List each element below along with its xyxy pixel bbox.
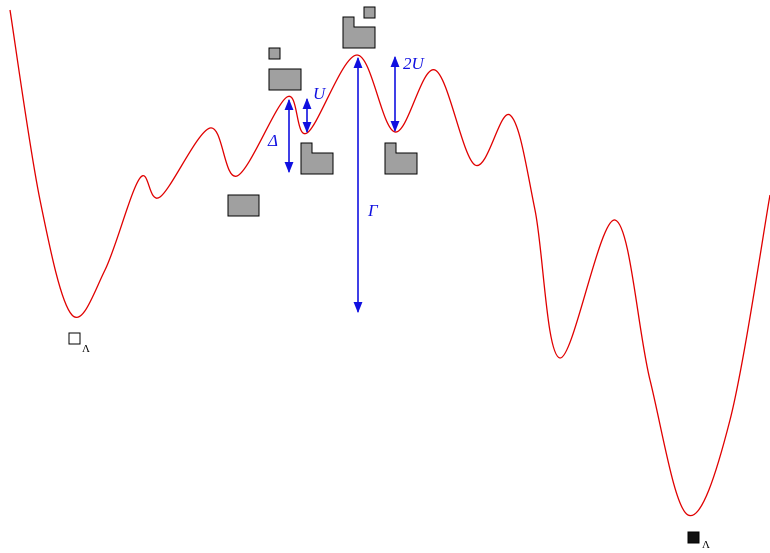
start-subscript: Λ xyxy=(82,343,90,355)
end-subscript: Λ xyxy=(702,539,710,551)
cluster xyxy=(300,142,334,175)
u-label: U xyxy=(313,84,327,103)
cluster xyxy=(227,194,260,217)
cluster xyxy=(384,142,418,175)
particle xyxy=(363,6,376,19)
cluster xyxy=(268,68,302,91)
cluster xyxy=(342,16,376,49)
empty-state xyxy=(68,332,81,345)
full-state xyxy=(687,531,700,544)
two-u-label: 2U xyxy=(403,54,426,73)
energy-curve xyxy=(9,9,770,517)
gamma-label: Γ xyxy=(367,201,379,220)
delta-label: Δ xyxy=(267,131,278,150)
particle xyxy=(268,47,281,60)
